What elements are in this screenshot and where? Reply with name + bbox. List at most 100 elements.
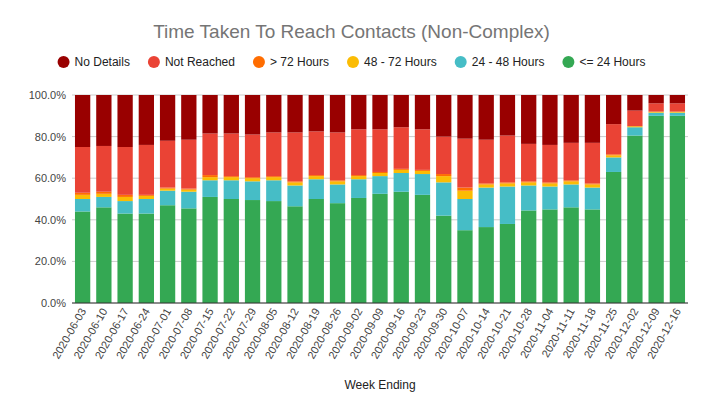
- bar-segment: [564, 184, 579, 207]
- bar-segment: [309, 179, 324, 199]
- bar-segment: [224, 133, 239, 176]
- bar-segment: [670, 113, 685, 116]
- bar-segment: [266, 177, 281, 180]
- bar-segment: [457, 139, 472, 188]
- bar-segment: [670, 116, 685, 303]
- bar-segment: [96, 194, 111, 197]
- bar-segment: [287, 206, 302, 303]
- bar-segment: [202, 180, 217, 197]
- bar-segment: [117, 147, 132, 195]
- legend-item: 48 - 72 Hours: [347, 55, 437, 69]
- legend-swatch: [58, 56, 70, 68]
- bar-segment: [500, 183, 515, 186]
- bar-segment: [394, 169, 409, 170]
- bar-segment: [330, 95, 345, 132]
- bar-segment: [372, 95, 387, 129]
- bar-segment: [224, 177, 239, 180]
- y-tick-label: 60.0%: [35, 172, 66, 184]
- bar-segment: [287, 95, 302, 132]
- bars: [75, 95, 685, 303]
- bar-segment: [96, 146, 111, 192]
- bar-segment: [500, 182, 515, 183]
- legend-label: > 72 Hours: [270, 55, 329, 69]
- bar-segment: [245, 181, 260, 200]
- bar-segment: [160, 188, 175, 189]
- bar-segment: [500, 95, 515, 136]
- bar-segment: [415, 129, 430, 170]
- bar-segment: [351, 176, 366, 179]
- bar-segment: [521, 95, 536, 144]
- bar-segment: [648, 112, 663, 113]
- bar-segment: [309, 95, 324, 131]
- bar-segment: [606, 95, 621, 124]
- bar-segment: [117, 95, 132, 147]
- bar-segment: [521, 182, 536, 185]
- bar-segment: [457, 188, 472, 191]
- bar-segment: [415, 195, 430, 303]
- bar-segment: [287, 181, 302, 182]
- bar-segment: [139, 95, 154, 145]
- bar-segment: [224, 95, 239, 133]
- bar-segment: [96, 197, 111, 207]
- legend-label: <= 24 Hours: [579, 55, 645, 69]
- bar-segment: [266, 95, 281, 132]
- bar-segment: [436, 137, 451, 174]
- bar-segment: [627, 126, 642, 127]
- bar-segment: [479, 188, 494, 228]
- bar-segment: [648, 113, 663, 116]
- background: [0, 0, 703, 415]
- bar-segment: [202, 95, 217, 133]
- x-tick-label: 2020-12-16: [645, 306, 684, 361]
- bar-segment: [224, 180, 239, 199]
- bar-segment: [648, 103, 663, 111]
- bar-segment: [585, 188, 600, 210]
- bar-segment: [436, 216, 451, 303]
- bar-segment: [394, 173, 409, 192]
- bar-segment: [75, 199, 90, 211]
- bar-segment: [160, 189, 175, 191]
- bar-segment: [139, 145, 154, 195]
- bar-segment: [351, 179, 366, 198]
- bar-segment: [330, 184, 345, 203]
- bar-segment: [479, 95, 494, 140]
- bar-segment: [394, 95, 409, 127]
- bar-segment: [457, 230, 472, 303]
- bar-segment: [436, 174, 451, 176]
- bar-segment: [500, 136, 515, 183]
- bar-segment: [181, 192, 196, 209]
- bar-segment: [202, 133, 217, 175]
- bar-segment: [160, 205, 175, 303]
- legend-swatch: [562, 56, 574, 68]
- bar-segment: [245, 95, 260, 135]
- bar-segment: [181, 95, 196, 140]
- bar-segment: [330, 181, 345, 184]
- bar-segment: [521, 185, 536, 210]
- title: Time Taken To Reach Contacts (Non-Comple…: [153, 21, 550, 42]
- bar-segment: [202, 175, 217, 177]
- bar-segment: [75, 193, 90, 195]
- bar-segment: [245, 177, 260, 178]
- legend: No DetailsNot Reached> 72 Hours48 - 72 H…: [58, 55, 646, 69]
- bar-segment: [266, 201, 281, 303]
- bar-segment: [585, 209, 600, 303]
- bar-segment: [309, 131, 324, 175]
- bar-segment: [479, 183, 494, 184]
- bar-segment: [606, 157, 621, 172]
- bar-segment: [266, 132, 281, 176]
- y-tick-label: 80.0%: [35, 131, 66, 143]
- bar-segment: [372, 194, 387, 303]
- bar-segment: [606, 172, 621, 303]
- legend-item: > 72 Hours: [253, 55, 329, 69]
- bar-segment: [415, 95, 430, 129]
- bar-segment: [457, 95, 472, 139]
- bar-segment: [245, 178, 260, 181]
- x-axis-title: Week Ending: [344, 378, 415, 392]
- bar-segment: [394, 170, 409, 173]
- bar-segment: [479, 140, 494, 184]
- y-tick-label: 0.0%: [41, 297, 66, 309]
- bar-segment: [415, 170, 430, 171]
- legend-item: Not Reached: [148, 55, 235, 69]
- bar-segment: [160, 95, 175, 141]
- chart: Time Taken To Reach Contacts (Non-Comple…: [0, 0, 703, 415]
- bar-segment: [627, 127, 642, 135]
